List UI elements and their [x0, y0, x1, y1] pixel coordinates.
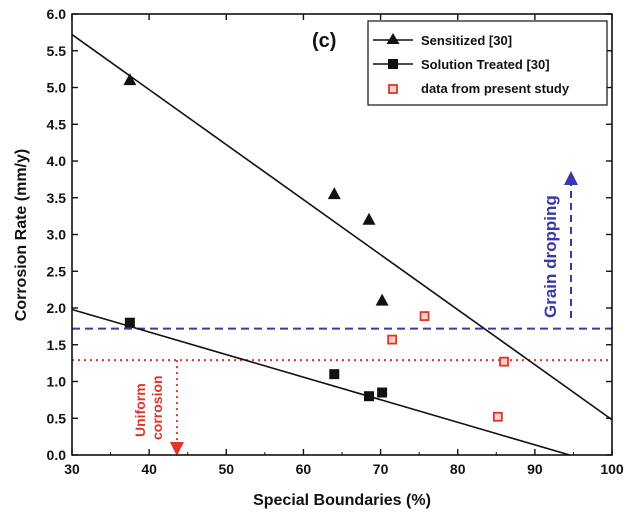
y-tick-label: 2.0 — [47, 300, 67, 316]
legend: Sensitized [30] Solution Treated [30] da… — [367, 20, 608, 106]
fit-lines-layer — [71, 33, 613, 456]
reference-lines-layer — [72, 327, 612, 456]
legend-label-sensitized: Sensitized [30] — [421, 33, 512, 48]
y-tick-label: 1.0 — [47, 374, 67, 390]
y-tick-label: 3.5 — [47, 190, 67, 206]
y-tick-label: 5.5 — [47, 43, 67, 59]
data-point-open-square — [492, 411, 503, 422]
data-point-open-square — [419, 311, 430, 321]
x-tick-label: 90 — [527, 461, 543, 477]
legend-marker-solution-treated — [388, 59, 398, 69]
fit-line-series-1 — [71, 308, 570, 456]
ticks-layer: 30 40 50 60 70 80 90 100 0.0 0.5 1.0 1.5 2.0 2.5 3.0 3.… — [47, 6, 624, 477]
data-point-square — [364, 391, 374, 402]
legend-marker-sensitized — [386, 33, 400, 44]
y-tick-label: 0.0 — [47, 447, 67, 463]
data-point-triangle — [362, 212, 376, 225]
x-tick-label: 50 — [218, 461, 234, 477]
legend-marker-present-study — [388, 84, 398, 94]
x-tick-label: 40 — [141, 461, 157, 477]
grain-dropping-label: Grain dropping — [541, 195, 560, 318]
data-point-triangle — [123, 73, 137, 86]
x-tick-label: 100 — [600, 461, 624, 477]
y-tick-label: 1.5 — [47, 337, 67, 353]
fit-line-series-0 — [71, 33, 613, 421]
corrosion-label: corrosion — [149, 375, 165, 440]
legend-label-solution-treated: Solution Treated [30] — [421, 57, 550, 72]
data-point-open-square — [387, 334, 398, 345]
x-tick-label: 30 — [64, 461, 80, 477]
y-tick-label: 2.5 — [47, 263, 67, 279]
y-tick-label: 6.0 — [47, 6, 67, 22]
y-tick-label: 3.0 — [47, 227, 67, 243]
y-tick-label: 0.5 — [47, 410, 67, 426]
x-axis-title: Special Boundaries (%) — [253, 492, 431, 509]
data-points-layer — [123, 73, 509, 422]
uniform-label: Uniform — [132, 383, 148, 437]
data-point-square — [124, 317, 135, 328]
annotations-layer: Grain dropping Uniform corrosion — [132, 171, 578, 440]
legend-label-present-study: data from present study — [421, 81, 570, 96]
y-tick-label: 4.5 — [47, 116, 67, 132]
x-tick-label: 70 — [373, 461, 389, 477]
x-tick-label: 80 — [450, 461, 466, 477]
y-tick-label: 5.0 — [47, 80, 67, 96]
data-point-triangle — [375, 293, 389, 306]
panel-label: (c) — [312, 30, 336, 52]
data-point-open-square — [499, 356, 509, 367]
data-point-square — [329, 369, 340, 380]
x-tick-label: 60 — [296, 461, 312, 477]
legend-box — [367, 20, 608, 106]
y-axis-title: Corrosion Rate (mm/y) — [13, 149, 30, 321]
data-point-square — [377, 387, 388, 398]
y-tick-label: 4.0 — [47, 153, 67, 169]
data-point-triangle — [327, 187, 341, 200]
